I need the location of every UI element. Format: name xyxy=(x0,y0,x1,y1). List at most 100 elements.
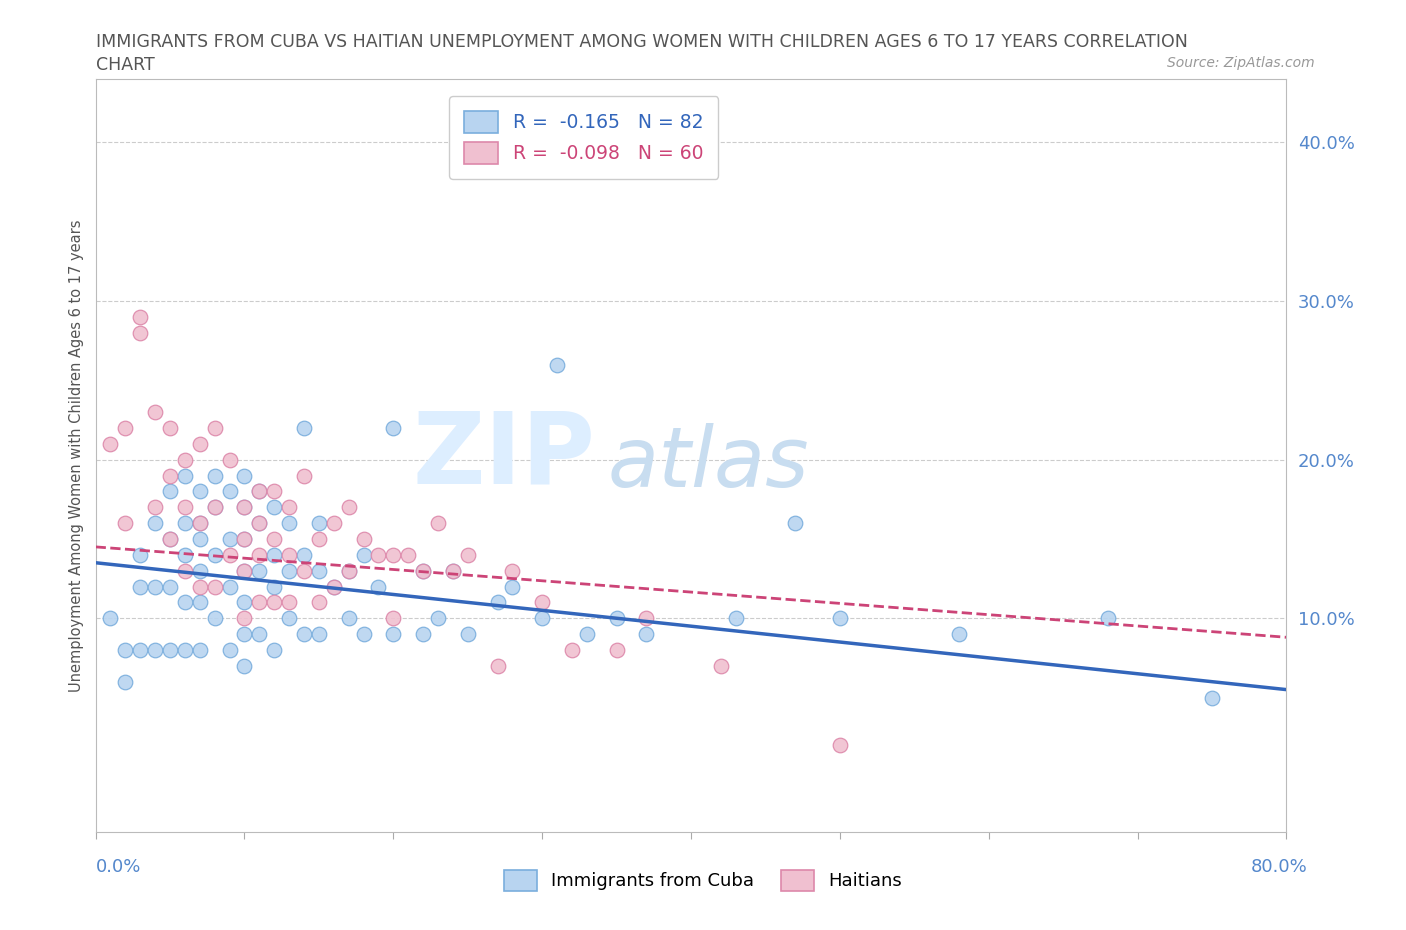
Point xyxy=(233,658,256,673)
Point xyxy=(322,579,344,594)
Text: CHART: CHART xyxy=(96,56,155,73)
Point xyxy=(188,579,211,594)
Point xyxy=(308,532,330,547)
Point xyxy=(188,532,211,547)
Point xyxy=(143,643,166,658)
Point xyxy=(233,532,256,547)
Point xyxy=(292,564,315,578)
Point xyxy=(337,611,360,626)
Point xyxy=(218,484,240,498)
Point xyxy=(292,627,315,642)
Point xyxy=(218,643,240,658)
Point xyxy=(322,515,344,530)
Point xyxy=(292,468,315,483)
Point xyxy=(143,499,166,514)
Point xyxy=(546,357,568,372)
Point xyxy=(710,658,733,673)
Point xyxy=(278,499,301,514)
Point xyxy=(1201,690,1223,705)
Point xyxy=(129,548,152,563)
Point xyxy=(636,627,658,642)
Point xyxy=(561,643,583,658)
Point xyxy=(531,611,554,626)
Point xyxy=(114,674,136,689)
Point xyxy=(263,532,285,547)
Point xyxy=(233,468,256,483)
Point xyxy=(382,548,405,563)
Point xyxy=(263,595,285,610)
Point xyxy=(174,595,197,610)
Point xyxy=(143,579,166,594)
Point xyxy=(247,627,270,642)
Point xyxy=(263,548,285,563)
Point xyxy=(353,548,375,563)
Point xyxy=(412,564,434,578)
Point xyxy=(129,643,152,658)
Point xyxy=(159,484,181,498)
Point xyxy=(263,499,285,514)
Point xyxy=(247,484,270,498)
Text: 0.0%: 0.0% xyxy=(96,858,141,876)
Point xyxy=(292,548,315,563)
Point xyxy=(457,548,479,563)
Point xyxy=(412,564,434,578)
Point xyxy=(308,595,330,610)
Text: Source: ZipAtlas.com: Source: ZipAtlas.com xyxy=(1167,56,1315,70)
Point xyxy=(233,532,256,547)
Point xyxy=(486,658,509,673)
Point xyxy=(159,532,181,547)
Point xyxy=(247,564,270,578)
Text: atlas: atlas xyxy=(607,423,810,504)
Point xyxy=(218,452,240,467)
Point xyxy=(129,579,152,594)
Point xyxy=(247,484,270,498)
Point xyxy=(188,515,211,530)
Point xyxy=(204,611,226,626)
Point xyxy=(337,564,360,578)
Point xyxy=(174,515,197,530)
Point xyxy=(278,515,301,530)
Point xyxy=(441,564,464,578)
Point xyxy=(174,468,197,483)
Point xyxy=(412,627,434,642)
Legend: Immigrants from Cuba, Haitians: Immigrants from Cuba, Haitians xyxy=(496,862,910,897)
Point xyxy=(457,627,479,642)
Point xyxy=(204,499,226,514)
Point xyxy=(785,515,807,530)
Legend: R =  -0.165   N = 82, R =  -0.098   N = 60: R = -0.165 N = 82, R = -0.098 N = 60 xyxy=(450,96,718,179)
Text: IMMIGRANTS FROM CUBA VS HAITIAN UNEMPLOYMENT AMONG WOMEN WITH CHILDREN AGES 6 TO: IMMIGRANTS FROM CUBA VS HAITIAN UNEMPLOY… xyxy=(96,33,1188,50)
Point xyxy=(233,499,256,514)
Point xyxy=(278,548,301,563)
Point xyxy=(501,579,523,594)
Point xyxy=(606,611,628,626)
Point xyxy=(828,737,851,752)
Point xyxy=(724,611,747,626)
Point xyxy=(308,564,330,578)
Point xyxy=(218,548,240,563)
Point xyxy=(129,310,152,325)
Point xyxy=(159,468,181,483)
Point xyxy=(114,420,136,435)
Point xyxy=(636,611,658,626)
Point xyxy=(218,579,240,594)
Point xyxy=(233,499,256,514)
Point xyxy=(247,548,270,563)
Point xyxy=(159,420,181,435)
Y-axis label: Unemployment Among Women with Children Ages 6 to 17 years: Unemployment Among Women with Children A… xyxy=(69,219,84,692)
Point xyxy=(174,564,197,578)
Point xyxy=(247,515,270,530)
Point xyxy=(114,643,136,658)
Point xyxy=(233,627,256,642)
Point xyxy=(188,484,211,498)
Point xyxy=(948,627,970,642)
Point xyxy=(159,579,181,594)
Point xyxy=(247,515,270,530)
Point xyxy=(382,420,405,435)
Point xyxy=(204,499,226,514)
Point xyxy=(308,627,330,642)
Point xyxy=(159,532,181,547)
Point xyxy=(501,564,523,578)
Point xyxy=(427,515,450,530)
Point xyxy=(278,564,301,578)
Point xyxy=(233,611,256,626)
